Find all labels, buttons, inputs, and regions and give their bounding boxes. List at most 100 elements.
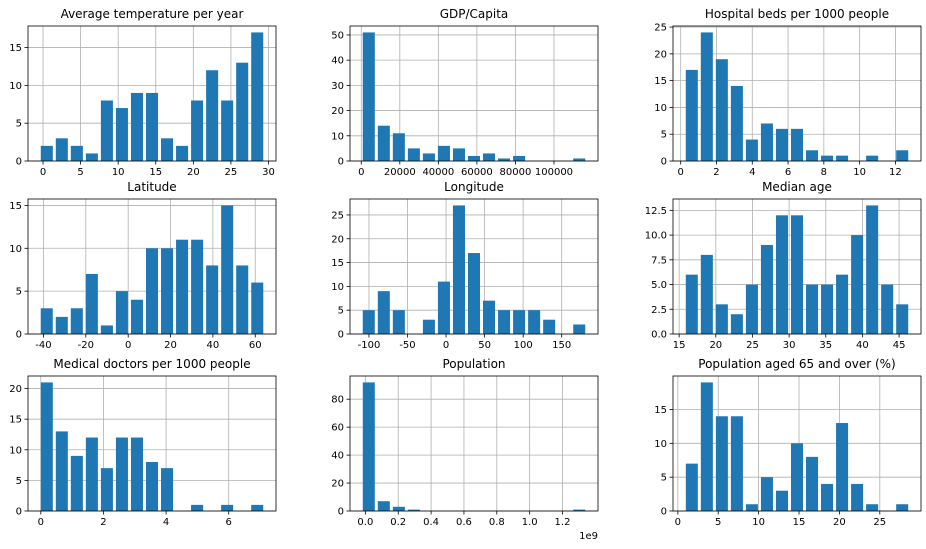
y-tick-label: 30 <box>331 81 344 92</box>
y-tick-label: 12.5 <box>645 206 667 217</box>
x-tick-label: 25 <box>873 517 886 528</box>
bar <box>685 463 698 511</box>
chart-title: Population aged 65 and over (%) <box>698 357 895 371</box>
bar <box>821 483 834 511</box>
y-tick-label: 7.5 <box>651 255 667 266</box>
bar <box>377 125 390 161</box>
axes-frame <box>27 198 277 335</box>
x-tick-label: 0 <box>675 517 681 528</box>
axes-frame <box>672 375 922 512</box>
y-tick-label: 5 <box>16 287 22 298</box>
bar <box>730 314 743 334</box>
x-tick-label: 15 <box>149 167 162 178</box>
bar <box>730 86 743 161</box>
bar <box>236 62 249 161</box>
y-tick-label: 15 <box>9 43 22 54</box>
x-tick-label: 5 <box>77 167 83 178</box>
bar <box>377 291 390 334</box>
chart-title: GDP/Capita <box>440 7 509 21</box>
bar <box>70 145 83 161</box>
bar <box>176 145 189 161</box>
bar <box>40 145 53 161</box>
bar <box>745 504 758 511</box>
bar <box>745 284 758 334</box>
bar <box>377 501 390 511</box>
x-tick-label: 10 <box>752 517 765 528</box>
x-tick-label: 12 <box>889 167 902 178</box>
y-tick-label: 15 <box>654 76 667 87</box>
x-tick-label: -20 <box>78 340 94 351</box>
axes-frame <box>672 25 922 162</box>
bar <box>206 265 219 334</box>
x-tick-label: 50 <box>478 340 491 351</box>
bar <box>866 504 879 511</box>
y-tick-label: 0.0 <box>651 330 667 341</box>
y-tick-label: 25 <box>331 210 344 221</box>
y-tick-label: 25 <box>654 23 667 34</box>
x-tick-label: 80000 <box>500 167 532 178</box>
bar <box>715 416 728 511</box>
bar <box>362 310 375 334</box>
bar <box>130 299 143 334</box>
bar <box>483 153 496 161</box>
bar <box>467 155 481 161</box>
bar <box>55 431 68 511</box>
x-tick-label: 30 <box>783 340 796 351</box>
y-tick-label: 15 <box>654 405 667 416</box>
x-tick-label: 6 <box>226 517 232 528</box>
y-tick-label: 20 <box>331 106 344 117</box>
chart-title: Medical doctors per 1000 people <box>53 357 250 371</box>
bar <box>760 123 773 161</box>
y-tick-label: 10 <box>331 131 344 142</box>
bar <box>437 145 450 161</box>
chart-title: Average temperature per year <box>61 7 244 21</box>
bar <box>85 153 98 161</box>
bar <box>392 310 405 334</box>
x-tick-label: 25 <box>746 340 759 351</box>
bar <box>467 253 481 334</box>
bar <box>836 274 849 334</box>
y-tick-label: 5 <box>16 476 22 487</box>
chart-title: Hospital beds per 1000 people <box>705 7 889 21</box>
x-tick-label: 0.4 <box>423 517 439 528</box>
x-tick-label: 20 <box>164 340 177 351</box>
bar <box>236 265 249 334</box>
bar <box>851 235 864 334</box>
x-tick-label: 0.2 <box>390 517 406 528</box>
bar <box>422 319 435 334</box>
bar <box>221 504 234 511</box>
bar <box>483 300 496 334</box>
bar <box>362 32 375 161</box>
bar <box>760 244 773 334</box>
bar <box>85 274 98 334</box>
bar <box>145 462 159 511</box>
x-tick-label: -50 <box>399 340 415 351</box>
x-offset-label: 1e9 <box>579 531 598 542</box>
x-tick-label: -40 <box>35 340 51 351</box>
bar <box>881 284 894 334</box>
x-tick-label: 1.0 <box>522 517 538 528</box>
axes-frame <box>672 198 922 335</box>
bar <box>452 205 465 334</box>
bar <box>513 310 526 334</box>
bar <box>715 304 728 334</box>
bar <box>528 310 541 334</box>
bar <box>221 100 234 161</box>
bar <box>130 437 143 511</box>
x-tick-label: 0 <box>125 340 131 351</box>
y-tick-label: 40 <box>331 56 344 67</box>
bar <box>730 416 743 511</box>
bar <box>685 69 698 161</box>
x-tick-label: 4 <box>749 167 755 178</box>
y-tick-label: 20 <box>9 384 22 395</box>
x-tick-label: 20000 <box>384 167 416 178</box>
bar <box>790 128 804 161</box>
y-tick-label: 0 <box>16 330 22 341</box>
chart-title: Median age <box>762 180 832 194</box>
bar <box>685 274 698 334</box>
bar <box>191 100 204 161</box>
y-tick-label: 15 <box>331 258 344 269</box>
bar <box>85 437 98 511</box>
bar <box>700 32 713 161</box>
y-tick-label: 0 <box>16 507 22 518</box>
